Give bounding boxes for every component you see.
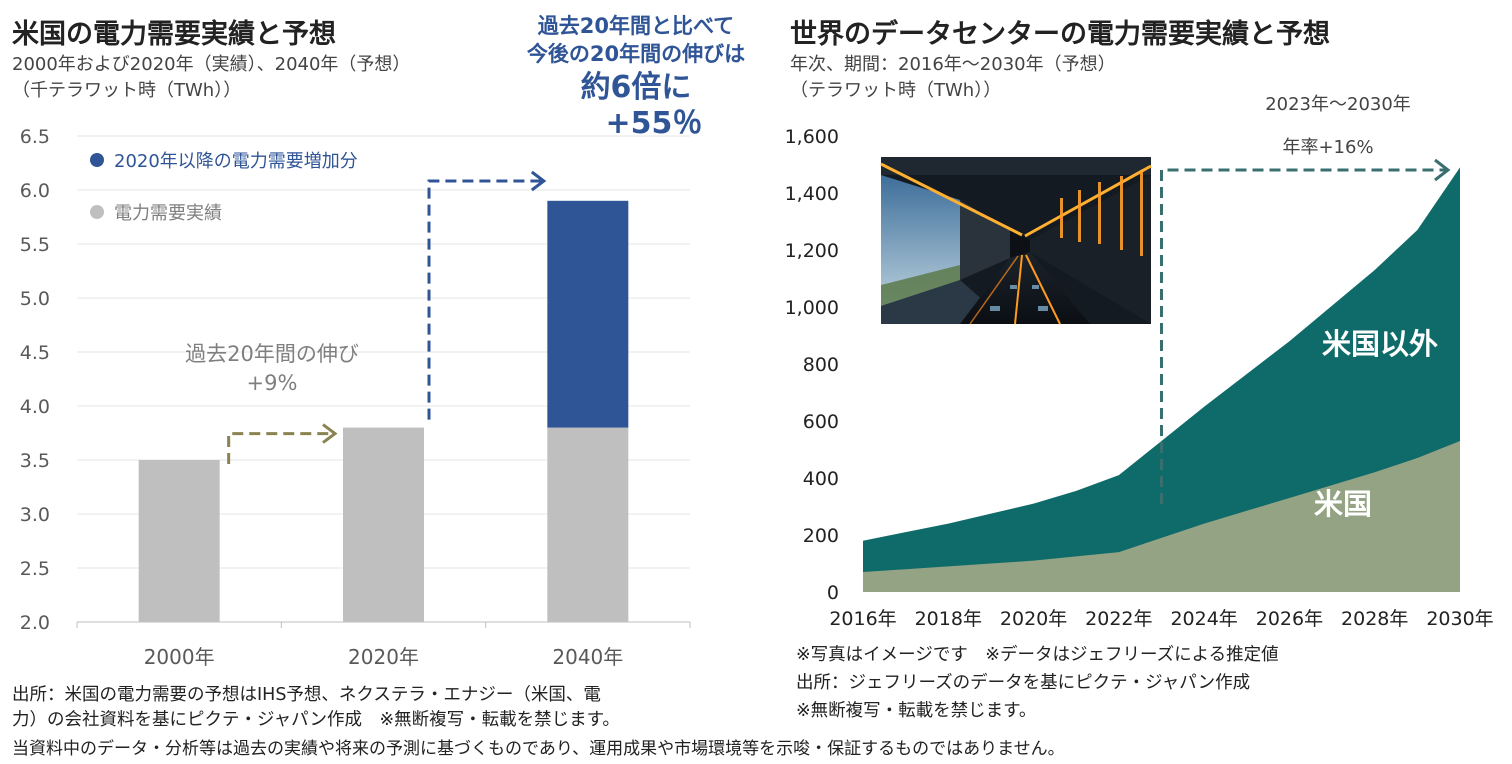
datacenter-photo (880, 157, 1152, 325)
cagr-arrow (1160, 168, 1448, 504)
series-label-non-us: 米国以外 (1322, 327, 1438, 361)
callout-line-4: +55％ (605, 106, 703, 141)
y-tick-label: 4.0 (20, 396, 50, 418)
x-tick-label: 2020年 (1000, 608, 1067, 630)
legend-marker (90, 205, 104, 219)
y-tick-label: 800 (803, 354, 839, 376)
left-source-line-1: 出所：米国の電力需要の予想はIHS予想、ネクステラ・エナジー（米国、電 (12, 685, 601, 705)
x-tick-label: 2030年 (1426, 608, 1493, 630)
y-tick-label: 2.0 (20, 612, 50, 634)
legend-label: 2020年以降の電力需要増加分 (114, 151, 358, 172)
series-label-us: 米国 (1314, 487, 1372, 521)
area-non-us (863, 167, 1460, 592)
y-tick-label: 1,200 (785, 240, 839, 262)
y-tick-label: 4.5 (20, 342, 50, 364)
callout-line-2: 今後の20年間の伸びは (526, 42, 746, 66)
y-tick-label: 2.5 (20, 558, 50, 580)
right-note-3: ※無断複写・転載を禁じます。 (796, 701, 1037, 721)
growth-callout: 過去20年間と比べて 今後の20年間の伸びは 約6倍に +55％ (498, 12, 774, 140)
legend-marker (90, 153, 104, 167)
right-note-2: 出所：ジェフリーズのデータを基にピクテ・ジャパン作成 (796, 673, 1251, 693)
callout-line-1: 過去20年間と比べて (537, 14, 735, 38)
bar-actual (547, 427, 629, 622)
x-tick-label: 2020年 (348, 645, 419, 669)
y-tick-label: 400 (803, 468, 839, 490)
growth-label: 過去20年間の伸び (185, 342, 359, 366)
cagr-arrowhead (1434, 158, 1451, 182)
bar-actual (138, 460, 220, 622)
left-chart-subtitle-1: 2000年および2020年（実績）、2040年（予想） (12, 54, 411, 75)
left-source-line-2: 力）の会社資料を基にピクテ・ジャパン作成 ※無断複写・転載を禁じます。 (12, 710, 620, 730)
right-note-1: ※写真はイメージです ※データはジェフリーズによる推定値 (796, 645, 1279, 665)
right-chart-title: 世界のデータセンターの電力需要実績と予想 (790, 19, 1330, 50)
y-tick-label: 5.5 (20, 234, 50, 256)
right-chart-subtitle-2: （テラワット時（TWh）） (790, 80, 1002, 101)
x-tick-label: 2016年 (829, 608, 896, 630)
y-tick-label: 6.0 (20, 180, 50, 202)
right-chart-subtitle-1: 年次、期間：2016年～2030年（予想） (790, 54, 1116, 75)
x-tick-label: 2018年 (915, 608, 982, 630)
past-growth-arrow (227, 432, 335, 464)
y-tick-label: 600 (803, 411, 839, 433)
y-tick-label: 5.0 (20, 288, 50, 310)
x-tick-label: 2026年 (1256, 608, 1323, 630)
cagr-label: 年率+16% (1282, 137, 1373, 158)
period-label: 2023年～2030年 (1265, 94, 1411, 115)
area-us (863, 440, 1460, 592)
x-tick-label: 2000年 (144, 645, 215, 669)
future-growth-arrow (427, 179, 544, 420)
y-tick-label: 1,600 (785, 126, 839, 148)
x-tick-label: 2024年 (1170, 608, 1237, 630)
y-tick-label: 3.0 (20, 504, 50, 526)
disclaimer-footer: 当資料中のデータ・分析等は過去の実績や将来の予測に基づくものであり、運用成果や市… (12, 739, 1065, 759)
callout-line-3: 約6倍に (580, 70, 692, 105)
bar-actual (343, 427, 424, 622)
us-power-demand-chart: 2.0 2.5 3.0 3.5 4.0 4.5 5.0 5.5 6.0 6.5 2000年 2020… (20, 126, 691, 669)
x-tick-label: 2028年 (1341, 608, 1408, 630)
x-tick-label: 2022年 (1085, 608, 1152, 630)
bar-increase (547, 200, 629, 428)
legend-label: 電力需要実績 (114, 203, 222, 224)
left-chart-subtitle-2: （千テラワット時（TWh）） (12, 80, 242, 101)
y-tick-label: 1,000 (785, 297, 839, 319)
y-tick-label: 1,400 (785, 183, 839, 205)
y-tick-label: 3.5 (20, 450, 50, 472)
x-tick-label: 2040年 (552, 645, 623, 669)
past-growth-arrowhead (322, 423, 338, 444)
y-tick-label: 0 (827, 582, 839, 604)
growth-value: +9% (247, 371, 298, 395)
left-chart-title: 米国の電力需要実績と予想 (12, 19, 336, 50)
y-tick-label: 6.5 (20, 126, 50, 148)
future-growth-arrowhead (530, 170, 547, 192)
y-tick-label: 200 (803, 525, 839, 547)
datacenter-demand-chart: 0 200 400 600 800 1,000 1,200 1,400 1,600 2016年 2… (785, 94, 1494, 630)
